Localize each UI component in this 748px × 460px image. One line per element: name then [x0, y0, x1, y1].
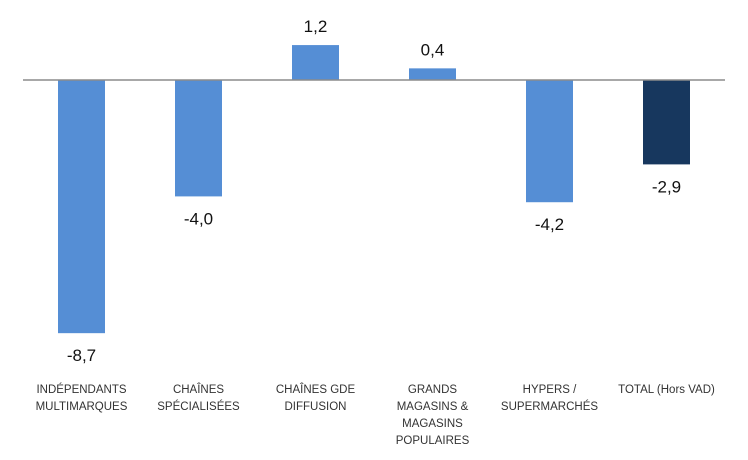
category-label-0: INDÉPENDANTS MULTIMARQUES: [36, 383, 128, 413]
category-label-1-line-1: SPÉCIALISÉES: [157, 400, 240, 413]
value-label-3: 0,4: [421, 40, 445, 59]
category-label-2-line-0: CHAÎNES GDE: [276, 383, 356, 396]
category-label-4-line-1: SUPERMARCHÉS: [501, 400, 598, 413]
bar-0: [58, 80, 105, 334]
value-label-2: 1,2: [304, 17, 328, 36]
category-label-3-line-0: GRANDS: [408, 384, 458, 396]
category-label-3-line-2: MAGASINS: [402, 418, 463, 430]
category-label-2-line-1: DIFFUSION: [285, 401, 347, 413]
category-label-5-line-0: TOTAL (Hors VAD): [618, 384, 715, 396]
bar-5: [643, 80, 690, 165]
bar-3: [409, 68, 456, 80]
value-label-1: -4,0: [184, 209, 213, 228]
bar-1: [175, 80, 222, 197]
category-label-5: TOTAL (Hors VAD): [618, 384, 715, 396]
category-label-3-line-1: MAGASINS &: [397, 401, 469, 413]
value-label-5: -2,9: [652, 177, 681, 196]
category-label-3: GRANDS MAGASINS & MAGASINS POPULAIRES: [396, 384, 470, 447]
category-label-0-line-1: MULTIMARQUES: [36, 401, 128, 413]
value-labels-group: -8,7 -4,0 1,2 0,4 -4,2 -2,9: [67, 17, 681, 365]
category-label-4-line-0: HYPERS /: [523, 384, 577, 396]
bar-4: [526, 80, 573, 203]
bar-2: [292, 45, 339, 80]
category-label-0-line-0: INDÉPENDANTS: [36, 383, 126, 396]
category-label-4: HYPERS / SUPERMARCHÉS: [501, 384, 598, 413]
category-label-1: CHAÎNES SPÉCIALISÉES: [157, 383, 240, 413]
bars-group: [58, 45, 690, 334]
category-labels-group: INDÉPENDANTS MULTIMARQUES CHAÎNES SPÉCIALIS…: [36, 383, 715, 447]
category-label-3-line-3: POPULAIRES: [396, 435, 470, 447]
category-label-2: CHAÎNES GDE DIFFUSION: [276, 383, 356, 413]
category-label-1-line-0: CHAÎNES: [173, 383, 224, 396]
value-label-0: -8,7: [67, 346, 96, 365]
value-label-4: -4,2: [535, 215, 564, 234]
